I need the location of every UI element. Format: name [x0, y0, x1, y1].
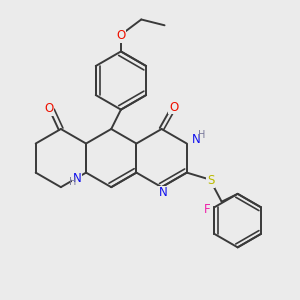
Text: N: N: [192, 133, 201, 146]
Text: N: N: [158, 187, 167, 200]
Text: H: H: [198, 130, 205, 140]
Text: O: O: [44, 102, 53, 115]
Text: N: N: [73, 172, 81, 185]
Text: O: O: [116, 29, 125, 42]
Text: O: O: [169, 100, 178, 114]
Text: F: F: [203, 203, 210, 216]
Text: S: S: [207, 174, 214, 187]
Text: H: H: [69, 177, 76, 187]
